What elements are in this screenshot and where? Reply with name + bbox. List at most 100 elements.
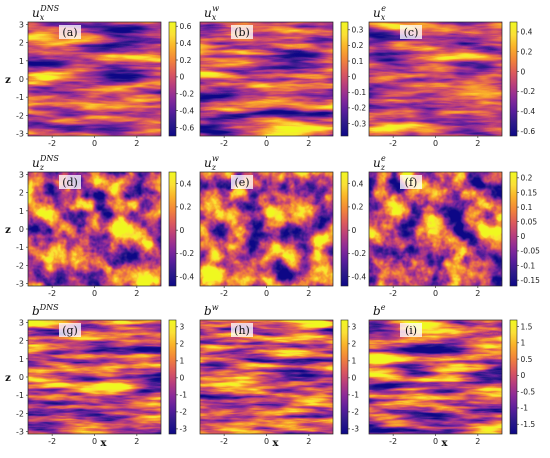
- y-axis-label: z: [5, 225, 11, 236]
- panel-g: 3 2 1 0 -1 -2 -3 z -2 0 2 x bDNS(g) 3 2 1 0 -1 -2 -3: [5, 303, 187, 449]
- panel-tag: (i): [405, 324, 417, 337]
- y-tick-label: -2: [16, 111, 24, 120]
- colorbar-tick-label: -1: [521, 404, 529, 413]
- colorbar: [168, 21, 177, 137]
- colorbar-tick-label: 2: [352, 340, 357, 349]
- panel-title: bDNS: [32, 303, 59, 318]
- x-axis-label: x: [273, 438, 280, 449]
- colorbar-tick-label: 0: [180, 374, 185, 383]
- colorbar-tick-label: 0.3: [352, 26, 364, 35]
- colorbar-tick-label: -0.2: [352, 104, 367, 113]
- y-tick-label: 1: [19, 355, 24, 364]
- x-tick-label: 2: [306, 437, 311, 446]
- colorbar-tick-label: 2: [180, 340, 185, 349]
- panel-title: uze: [373, 154, 386, 172]
- y-tick-label: -2: [16, 261, 24, 270]
- colorbar-tick-label: 0.2: [180, 203, 192, 212]
- x-axis-label: x: [101, 438, 108, 449]
- y-tick-label: -1: [16, 391, 24, 400]
- x-tick-label: 2: [475, 289, 480, 298]
- panel-tag: (e): [234, 176, 249, 189]
- colorbar-tick-label: 0.2: [180, 56, 192, 65]
- colorbar-tick-label: 1: [352, 357, 357, 366]
- colorbar-tick-label: 1: [521, 339, 526, 348]
- colorbar-tick-label: 0: [521, 371, 526, 380]
- colorbar-tick-label: 3: [352, 323, 357, 332]
- colorbar-tick-label: 0.2: [352, 203, 364, 212]
- panel-b: -2 0 2 uxw (b) 0.3 0.2 0.1 0 -0.1 -0.2 -0.3: [199, 4, 367, 148]
- x-tick-label: 0: [433, 139, 438, 148]
- colorbar-tick-label: -1.5: [521, 420, 536, 429]
- y-tick-label: -3: [16, 129, 24, 138]
- panel-tag: (b): [234, 26, 250, 39]
- x-tick-label: -2: [389, 139, 397, 148]
- x-tick-label: 2: [475, 437, 480, 446]
- x-tick-label: -2: [389, 437, 397, 446]
- panel-e: -2 0 2 uzw (e) 0.4 0.2 0 -0.2 -0.4: [199, 154, 367, 298]
- x-tick-label: 0: [264, 289, 269, 298]
- heatmap-field: [28, 172, 161, 286]
- colorbar-tick-label: 0: [352, 226, 357, 235]
- y-tick-label: 0: [19, 373, 24, 382]
- colorbar-tick-label: 1: [180, 357, 185, 366]
- y-tick-label: 2: [19, 39, 24, 48]
- colorbar-tick-label: -0.15: [521, 276, 541, 285]
- x-tick-label: 0: [264, 139, 269, 148]
- panel-tag-bg: [59, 25, 81, 39]
- colorbar: [509, 319, 518, 435]
- colorbar-tick-label: -0.1: [521, 261, 536, 270]
- panel-a: 3 2 1 0 -1 -2 -3 z -2 0 2 uxDNS(a) 0.6 0.4 0.2 0 -0.2 -0.…: [5, 4, 194, 148]
- colorbar-tick-label: -0.6: [180, 123, 195, 132]
- colorbar-tick-label: 0: [521, 232, 526, 241]
- colorbar-tick-label: -0.3: [352, 119, 367, 128]
- colorbar-tick-label: 0.05: [521, 217, 538, 226]
- colorbar: [168, 171, 177, 287]
- panel-tag-bg: [231, 25, 253, 39]
- panel-tag: (f): [405, 176, 418, 189]
- colorbar-tick-label: 0.1: [521, 203, 533, 212]
- colorbar-tick-label: -0.1: [352, 88, 367, 97]
- x-tick-label: 0: [433, 437, 438, 446]
- colorbar-tick-label: -2: [352, 408, 360, 417]
- y-tick-label: -1: [16, 93, 24, 102]
- x-tick-label: 0: [92, 437, 97, 446]
- colorbar: [340, 21, 349, 137]
- colorbar-tick-label: 0.1: [352, 57, 364, 66]
- colorbar-tick-label: 0.2: [521, 48, 533, 57]
- colorbar-tick-label: -0.6: [521, 127, 536, 136]
- x-tick-label: -2: [389, 289, 397, 298]
- panel-c: -2 0 2 uxe (c) 0.4 0.2 0 -0.2 -0.4 -0.6: [368, 4, 536, 148]
- x-axis-label: x: [442, 438, 449, 449]
- panel-h: -2 0 2 x bw (h) 3 2 1 0 -1 -2 -3: [199, 303, 360, 449]
- panel-title: bw: [204, 303, 219, 318]
- colorbar-tick-label: -0.2: [180, 249, 195, 258]
- y-tick-label: 3: [19, 319, 24, 328]
- colorbar: [340, 171, 349, 287]
- y-tick-label: 0: [19, 75, 24, 84]
- panel-tag-bg: [400, 25, 422, 39]
- y-tick-label: -3: [16, 427, 24, 436]
- y-tick-label: 3: [19, 21, 24, 30]
- x-tick-label: -2: [220, 139, 228, 148]
- colorbar-tick-label: -0.4: [180, 106, 195, 115]
- panel-title: be: [373, 303, 386, 318]
- colorbar-tick-label: 0.6: [180, 22, 192, 31]
- y-tick-label: -3: [16, 279, 24, 288]
- colorbar: [509, 21, 518, 137]
- y-tick-label: 2: [19, 189, 24, 198]
- colorbar-tick-label: -0.4: [352, 272, 367, 281]
- x-tick-label: 2: [475, 139, 480, 148]
- panel-tag: (g): [62, 324, 78, 337]
- colorbar-tick-label: -1: [352, 391, 360, 400]
- x-tick-label: 2: [134, 437, 139, 446]
- panel-tag-bg: [59, 323, 81, 337]
- x-tick-label: -2: [48, 139, 56, 148]
- panel-tag-bg: [231, 323, 253, 337]
- colorbar-tick-label: -0.2: [180, 90, 195, 99]
- colorbar-tick-label: 0.4: [180, 179, 192, 188]
- panel-d: 3 2 1 0 -1 -2 -3 z -2 0 2 uzDNS(d) 0.4 0.2 0 -0.2 -0.4: [5, 154, 194, 298]
- colorbar-tick-label: 0.5: [521, 355, 533, 364]
- panel-tag: (c): [404, 26, 419, 39]
- colorbar: [509, 171, 518, 287]
